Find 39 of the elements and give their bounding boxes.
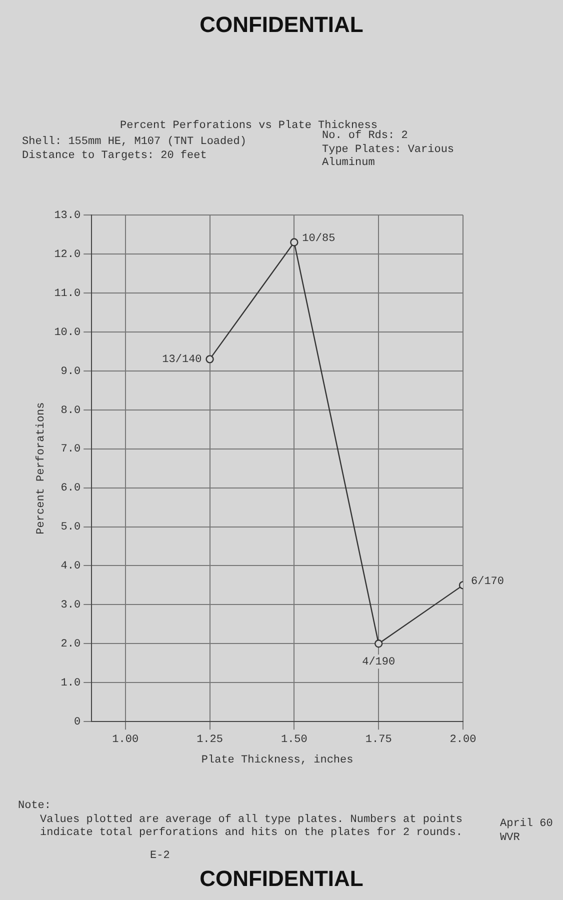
y-tick-label: 5.0	[60, 522, 81, 534]
point	[290, 238, 298, 246]
y-tick-label: 6.0	[60, 482, 81, 495]
y-tick-label: 1.0	[60, 678, 81, 690]
text: WVR	[500, 832, 520, 845]
text: Shell: 155mm HE, M107 (TNT Loaded)	[22, 136, 246, 149]
y-axis-title: Percent Perforations	[36, 402, 48, 534]
x-tick-label: 1.25	[196, 734, 223, 746]
text: CONFIDENTIAL	[198, 866, 364, 892]
annotation: 6/170	[471, 576, 504, 588]
annotation: 4/190	[362, 656, 396, 669]
text: No. of Rds: 2	[322, 130, 408, 143]
point	[206, 355, 214, 364]
y-tick-label: 9.0	[60, 366, 81, 378]
point	[374, 640, 383, 648]
x-tick-label: 1.50	[280, 734, 308, 746]
y-tick-label: 3.0	[60, 600, 81, 612]
y-tick-label: 12.0	[54, 248, 81, 261]
annotation: 13/140	[162, 354, 202, 366]
y-tick-label: 4.0	[60, 560, 81, 573]
text: April 60	[500, 818, 553, 831]
text: Values plotted are average of all type plates. Numbers at points indicate total perforations and hits on the plates for 2 rounds.	[40, 814, 464, 840]
annotation: 10/85	[302, 233, 336, 246]
x-tick-label: 2.00	[450, 734, 476, 746]
y-tick-label: 7.0	[60, 444, 81, 456]
y-tick-label: 13.0	[54, 210, 81, 222]
x-tick-label: 1.00	[112, 734, 139, 746]
text: CONFIDENTIAL	[198, 12, 364, 38]
y-tick-label: 2.0	[60, 638, 81, 651]
y-tick-label: 0	[74, 716, 81, 729]
x-tick-label: 1.75	[365, 734, 392, 746]
text: Distance to Targets: 20 feet	[22, 150, 207, 163]
y-tick-label: 10.0	[54, 326, 81, 339]
text: Type Plates: Various Aluminum	[322, 144, 456, 170]
text: Note:	[18, 800, 52, 813]
text: E-2	[150, 850, 170, 863]
y-tick-label: 11.0	[54, 288, 81, 300]
x-axis-title: Plate Thickness, inches	[201, 754, 354, 766]
y-tick-label: 8.0	[60, 404, 81, 417]
